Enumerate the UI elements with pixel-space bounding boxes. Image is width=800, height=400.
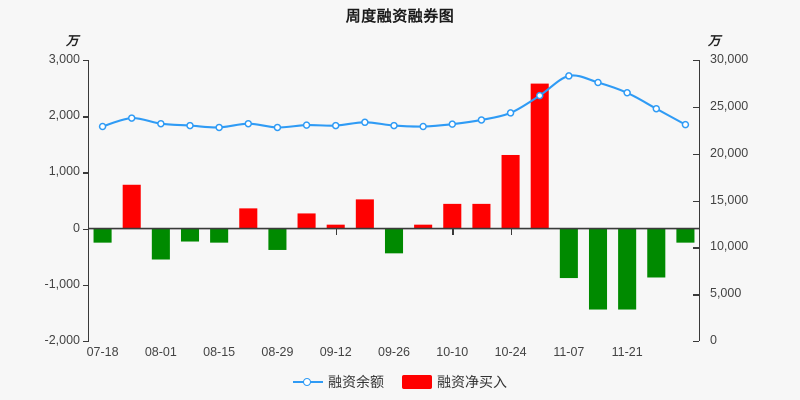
line-swatch-icon xyxy=(293,376,323,388)
bar[interactable] xyxy=(93,228,112,243)
right-axis-unit-label: 万 xyxy=(708,34,721,48)
bar-swatch-icon xyxy=(402,375,432,389)
right-axis-tick-mark xyxy=(693,247,699,249)
left-axis-tick-mark xyxy=(83,60,89,62)
x-axis-tick-label: 08-01 xyxy=(144,345,177,359)
right-axis-tick-label: 30,000 xyxy=(710,52,749,66)
bar[interactable] xyxy=(355,199,374,229)
line-marker[interactable] xyxy=(302,121,311,129)
line-marker[interactable] xyxy=(623,89,631,97)
bar[interactable] xyxy=(268,228,287,250)
right-axis-line xyxy=(699,60,701,341)
plot-area xyxy=(88,60,700,340)
x-axis-tick-label: 08-15 xyxy=(203,345,236,359)
right-axis-tick-label: 15,000 xyxy=(710,192,749,207)
line-marker[interactable] xyxy=(594,78,602,87)
x-axis-tick-mark xyxy=(452,228,454,235)
line-marker[interactable] xyxy=(127,114,136,122)
left-axis-tick-label: 2,000 xyxy=(48,108,80,123)
line-marker[interactable] xyxy=(215,123,223,132)
right-axis-tick-mark xyxy=(693,106,699,109)
bar[interactable] xyxy=(326,224,345,229)
line-marker[interactable] xyxy=(390,121,398,130)
line-marker[interactable] xyxy=(477,116,486,124)
legend-item-bar[interactable]: 融资净买入 xyxy=(402,372,507,392)
line-marker[interactable] xyxy=(186,121,194,130)
left-axis-tick-label: 3,000 xyxy=(48,52,80,66)
bar[interactable] xyxy=(647,228,666,278)
left-axis-tick-mark xyxy=(83,116,89,118)
chart-legend: 融资余额 融资净买入 xyxy=(0,372,800,392)
bar[interactable] xyxy=(559,228,578,279)
right-axis-tick-label: 0 xyxy=(710,333,717,347)
left-axis-tick-label: 0 xyxy=(73,220,80,235)
bar[interactable] xyxy=(588,228,608,310)
right-axis-tick-label: 10,000 xyxy=(710,239,749,254)
right-axis-tick-mark xyxy=(693,60,699,62)
legend-label-bar: 融资净买入 xyxy=(437,374,507,390)
chart-title: 周度融资融券图 xyxy=(345,8,455,25)
right-axis-tick-label: 5,000 xyxy=(710,286,742,301)
line-marker[interactable] xyxy=(273,123,282,132)
bar[interactable] xyxy=(501,154,520,229)
left-axis-tick-mark xyxy=(83,284,89,287)
right-axis-tick-mark xyxy=(693,153,699,156)
right-axis-tick-label: 20,000 xyxy=(710,145,749,160)
line-marker[interactable] xyxy=(565,72,573,80)
bar[interactable] xyxy=(297,213,316,229)
x-axis-tick-label: 09-26 xyxy=(378,345,410,359)
bar[interactable] xyxy=(122,184,141,229)
x-axis-tick-label: 11-07 xyxy=(553,345,585,359)
x-axis-tick-label: 09-12 xyxy=(319,345,352,359)
x-axis-tick-label: 10-24 xyxy=(494,345,527,359)
bar[interactable] xyxy=(472,203,491,229)
right-axis-tick-mark xyxy=(693,200,699,202)
x-axis-tick-label: 07-18 xyxy=(86,345,119,359)
bar[interactable] xyxy=(676,228,695,243)
plot-svg xyxy=(88,72,700,310)
left-axis-tick-label: -1,000 xyxy=(44,276,80,291)
bar[interactable] xyxy=(180,228,200,242)
line-marker[interactable] xyxy=(157,119,165,128)
line-marker[interactable] xyxy=(652,104,661,113)
left-axis-tick-mark xyxy=(83,228,89,230)
left-axis-tick-label: -2,000 xyxy=(44,333,80,347)
bar[interactable] xyxy=(530,83,549,229)
left-axis-line xyxy=(88,60,90,341)
line-marker[interactable] xyxy=(535,91,544,100)
left-axis-unit-label: 万 xyxy=(66,34,79,48)
bar[interactable] xyxy=(414,224,433,229)
line-marker[interactable] xyxy=(98,122,107,131)
bar[interactable] xyxy=(618,228,637,310)
x-axis-tick-label: 11-21 xyxy=(611,345,643,359)
right-axis-tick-label: 25,000 xyxy=(710,98,749,113)
line-marker[interactable] xyxy=(506,109,515,117)
line-marker[interactable] xyxy=(419,122,427,131)
x-axis-tick-mark xyxy=(335,228,338,235)
bar[interactable] xyxy=(151,228,170,260)
line-marker[interactable] xyxy=(244,119,253,128)
x-axis-tick-label: 10-10 xyxy=(436,345,469,359)
x-axis-tick-label: 08-29 xyxy=(261,345,294,359)
bar[interactable] xyxy=(384,228,404,254)
bar[interactable] xyxy=(210,228,229,243)
line-marker[interactable] xyxy=(361,118,369,127)
line-marker[interactable] xyxy=(331,121,340,130)
left-axis-tick-mark xyxy=(83,172,89,174)
bar[interactable] xyxy=(239,208,258,229)
right-axis-tick-mark xyxy=(693,294,699,296)
x-axis-tick-mark xyxy=(510,228,512,235)
left-axis-tick-mark xyxy=(83,341,89,343)
left-axis-tick-label: 1,000 xyxy=(48,164,80,179)
line-marker[interactable] xyxy=(448,120,457,128)
bar[interactable] xyxy=(443,203,462,229)
legend-label-line: 融资余额 xyxy=(328,374,384,390)
right-axis-tick-mark xyxy=(693,341,699,343)
line-marker[interactable] xyxy=(681,120,690,129)
legend-item-line[interactable]: 融资余额 xyxy=(293,372,384,392)
